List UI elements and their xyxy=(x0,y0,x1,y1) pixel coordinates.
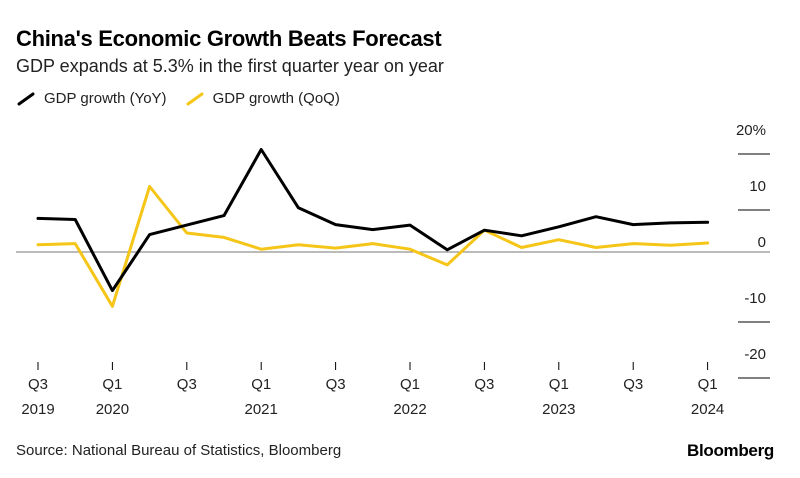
legend-item-yoy: GDP growth (YoY) xyxy=(16,90,167,107)
legend-swatch-yoy xyxy=(17,92,35,105)
bloomberg-logo: Bloomberg xyxy=(686,441,774,460)
legend-label-qoq: GDP growth (QoQ) xyxy=(212,90,340,107)
x-tick-year: 2021 xyxy=(245,401,278,418)
legend-swatch-qoq xyxy=(186,92,204,105)
x-tick-label: Q3 xyxy=(28,376,48,393)
x-tick-year: 2024 xyxy=(691,401,724,418)
series-line-qoq xyxy=(36,185,710,308)
x-tick-label: Q3 xyxy=(326,376,346,393)
x-tick-label: Q3 xyxy=(474,376,494,393)
legend-label-yoy: GDP growth (YoY) xyxy=(44,90,167,107)
x-tick-label: Q1 xyxy=(102,376,122,393)
x-tick-year: 2023 xyxy=(542,401,575,418)
x-tick-year: 2020 xyxy=(96,401,129,418)
y-tick-label: 0 xyxy=(758,234,766,251)
series-line-yoy xyxy=(36,148,710,293)
x-tick-year: 2019 xyxy=(21,401,54,418)
x-tick-label: Q1 xyxy=(400,376,420,393)
y-tick-label: 10 xyxy=(749,178,766,195)
x-tick-label: Q3 xyxy=(623,376,643,393)
legend-item-qoq: GDP growth (QoQ) xyxy=(185,90,340,107)
x-tick-label: Q1 xyxy=(549,376,569,393)
y-tick-label: -20 xyxy=(744,346,766,363)
x-tick-label: Q1 xyxy=(698,376,718,393)
chart-title: China's Economic Growth Beats Forecast xyxy=(16,26,442,51)
source-note: Source: National Bureau of Statistics, B… xyxy=(16,442,342,459)
y-tick-label: 20% xyxy=(736,122,766,139)
y-tick-label: -10 xyxy=(744,290,766,307)
legend: GDP growth (YoY) GDP growth (QoQ) xyxy=(16,90,358,107)
x-tick-label: Q1 xyxy=(251,376,271,393)
x-tick-year: 2022 xyxy=(393,401,426,418)
x-tick-label: Q3 xyxy=(177,376,197,393)
chart-subtitle: GDP expands at 5.3% in the first quarter… xyxy=(16,56,444,76)
